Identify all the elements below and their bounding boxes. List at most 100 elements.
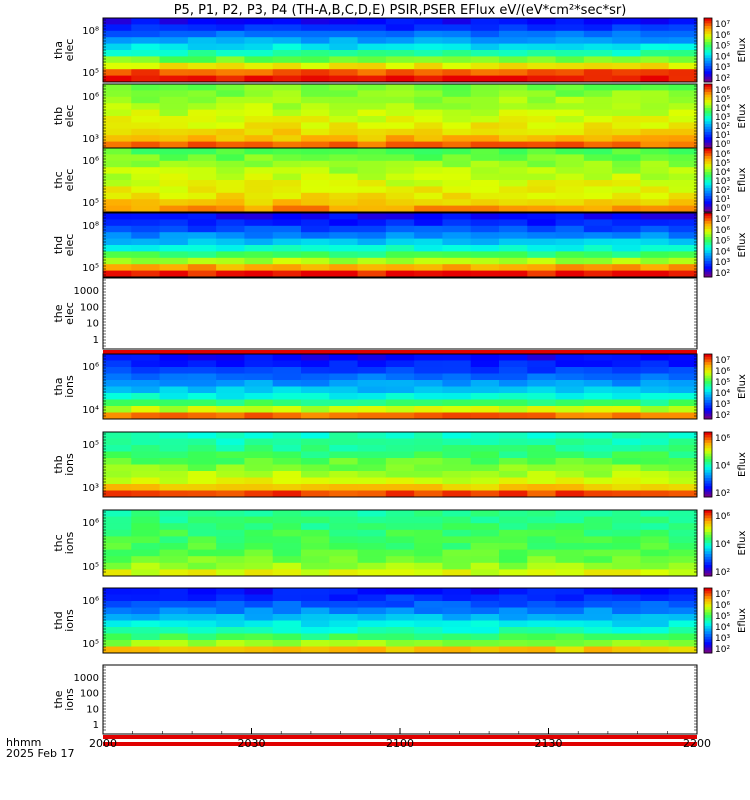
- spectrogram-cell: [272, 75, 302, 83]
- spectrogram-cell: [527, 180, 557, 187]
- spectrogram-cell: [583, 646, 613, 654]
- colorbar-segment: [704, 215, 712, 219]
- spectrogram-cell: [385, 69, 415, 77]
- spectrogram-cell: [272, 62, 302, 70]
- spectrogram-cell: [527, 399, 557, 407]
- spectrogram-cell: [527, 607, 557, 615]
- spectrogram-cell: [499, 386, 528, 394]
- spectrogram-cell: [612, 646, 641, 654]
- fill-strip-white: [103, 739, 697, 742]
- spectrogram-cell: [329, 148, 359, 155]
- colorbar-segment: [704, 26, 712, 30]
- spectrogram-cell: [499, 614, 528, 621]
- spectrogram-cell: [668, 122, 698, 130]
- spectrogram-cell: [329, 90, 359, 98]
- spectrogram-cell: [555, 471, 585, 478]
- spectrogram-cell: [187, 199, 217, 207]
- spectrogram-cell: [470, 556, 500, 564]
- spectrogram-cell: [583, 614, 613, 621]
- spectrogram-cell: [301, 464, 330, 472]
- colorbar-segment: [704, 20, 712, 24]
- spectrogram-cell: [159, 484, 189, 491]
- spectrogram-cell: [103, 199, 132, 207]
- spectrogram-cell: [103, 516, 132, 524]
- spectrogram-cell: [301, 620, 330, 628]
- spectrogram-cell: [103, 620, 132, 628]
- spectrogram-cell: [640, 69, 670, 77]
- spectrogram-cell: [131, 516, 161, 524]
- spectrogram-cell: [442, 432, 472, 439]
- colorbar-segment: [704, 469, 712, 474]
- spectrogram-cell: [470, 84, 500, 91]
- time-tick-label: 2130: [535, 737, 563, 750]
- spectrogram-cell: [131, 406, 161, 413]
- spectrogram-cell: [357, 141, 387, 149]
- spectrogram-cell: [640, 50, 670, 57]
- colorbar-segment: [704, 42, 712, 46]
- colorbar-segment: [704, 118, 712, 122]
- spectrogram-cell: [612, 490, 641, 498]
- spectrogram-cell: [527, 543, 557, 551]
- spectrogram-cell: [385, 24, 415, 32]
- spectrogram-cell: [103, 257, 132, 265]
- colorbar-segment: [704, 247, 712, 251]
- spectrogram-cell: [385, 251, 415, 259]
- spectrogram-cell: [357, 205, 387, 213]
- spectrogram-cell: [103, 205, 132, 213]
- spectrogram-cell: [357, 238, 387, 246]
- spectrogram-cell: [442, 167, 472, 175]
- spectrogram-cell: [159, 238, 189, 246]
- spectrogram-cell: [272, 199, 302, 207]
- colorbar-segment: [704, 515, 712, 519]
- spectrogram-cell: [103, 646, 132, 654]
- spectrogram-cell: [357, 24, 387, 32]
- spectrogram-cell: [103, 607, 132, 615]
- spectrogram-cell: [583, 154, 613, 162]
- spectrogram-cell: [612, 37, 641, 45]
- spectrogram-cell: [329, 523, 359, 531]
- spectrogram-cell: [555, 386, 585, 394]
- spectrogram-cell: [414, 477, 443, 485]
- spectrogram-cell: [159, 37, 189, 45]
- spectrogram-cell: [668, 458, 698, 465]
- spectrogram-cell: [329, 386, 359, 394]
- spectrogram-cell: [272, 213, 302, 220]
- spectrogram-cell: [216, 37, 245, 45]
- spectrogram-cell: [131, 445, 161, 452]
- spectrogram-cell: [244, 264, 274, 272]
- spectrogram-cell: [499, 116, 528, 123]
- spectrogram-cell: [301, 523, 330, 531]
- spectrogram-cell: [244, 445, 274, 452]
- spectrogram-cell: [159, 543, 189, 551]
- panel-frame: [102, 277, 698, 350]
- spectrogram-cell: [103, 464, 132, 472]
- spectrogram-cell: [187, 135, 217, 143]
- spectrogram-cell: [187, 56, 217, 64]
- spectrogram-cell: [583, 270, 613, 278]
- spectrogram-cell: [187, 516, 217, 524]
- colorbar-segment: [704, 47, 712, 51]
- spectrogram-cell: [640, 141, 670, 149]
- colorbar-segment: [704, 362, 712, 366]
- spectrogram-cell: [555, 523, 585, 531]
- spectrogram-cell: [357, 180, 387, 187]
- spectrogram-cell: [555, 601, 585, 608]
- spectrogram-cell: [414, 471, 443, 478]
- spectrogram-cell: [555, 186, 585, 194]
- spectrogram-cell: [442, 445, 472, 452]
- spectrogram-cell: [103, 477, 132, 485]
- spectrogram-cell: [187, 471, 217, 478]
- spectrogram-cell: [244, 96, 274, 104]
- spectrogram-cell: [103, 543, 132, 551]
- spectrogram-cell: [329, 43, 359, 51]
- colorbar-segment: [704, 113, 712, 117]
- spectrogram-cell: [583, 633, 613, 641]
- spectrogram-cell: [272, 354, 302, 361]
- spectrogram-cell: [301, 627, 330, 634]
- spectrogram-cell: [527, 412, 557, 420]
- spectrogram-cell: [442, 523, 472, 531]
- spectrogram-cell: [527, 471, 557, 478]
- spectrogram-cell: [555, 96, 585, 104]
- spectrogram-cell: [527, 588, 557, 595]
